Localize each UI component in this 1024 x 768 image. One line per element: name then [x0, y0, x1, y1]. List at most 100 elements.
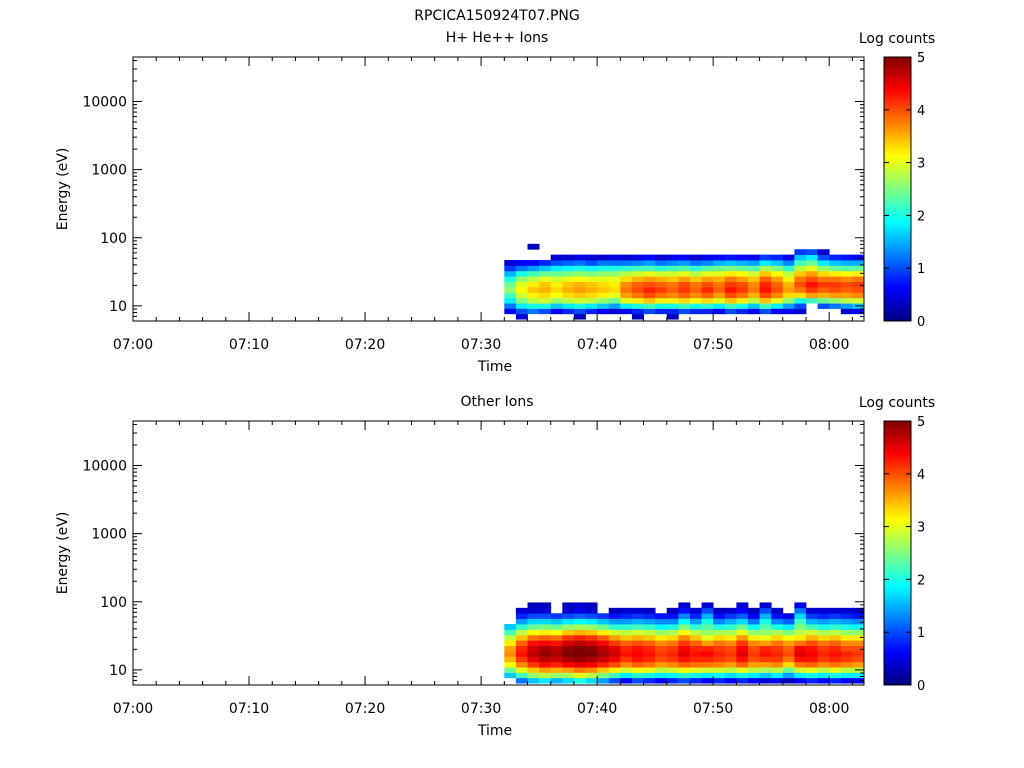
heatmap-cell: [666, 313, 679, 320]
heatmap-cell: [643, 618, 656, 625]
heatmap-cell: [747, 656, 760, 663]
heatmap-cell: [852, 281, 865, 288]
heatmap-cell: [620, 292, 633, 299]
heatmap-cell: [562, 297, 575, 304]
colorbar-tick-label: 5: [917, 51, 925, 66]
heatmap-cell: [747, 613, 760, 620]
heatmap-cell: [782, 677, 795, 684]
heatmap-cell: [689, 677, 702, 684]
heatmap-cell: [504, 276, 517, 283]
heatmap-cell: [782, 629, 795, 636]
heatmap-cell: [701, 634, 714, 641]
heatmap-cell: [573, 613, 586, 620]
heatmap-cell: [771, 303, 784, 309]
heatmap-cell: [689, 297, 702, 304]
heatmap-cell: [562, 270, 575, 277]
heatmap-cells: [504, 243, 865, 320]
heatmap-cell: [724, 651, 737, 657]
heatmap-cell: [515, 677, 528, 684]
heatmap-cell: [817, 613, 830, 620]
heatmap-cell: [678, 607, 691, 614]
heatmap-cell: [794, 276, 807, 283]
heatmap-cell: [573, 656, 586, 663]
heatmap-cell: [817, 265, 830, 272]
heatmap-cell: [840, 276, 853, 283]
heatmap-cell: [805, 640, 818, 647]
heatmap-cell: [736, 672, 749, 679]
heatmap-cell: [724, 656, 737, 663]
heatmap-cell: [608, 629, 621, 636]
heatmap-cell: [573, 672, 586, 679]
heatmap-cell: [736, 618, 749, 625]
heatmap-cell: [771, 656, 784, 663]
heatmap-cell: [840, 677, 853, 684]
heatmap-cell: [759, 260, 772, 266]
heatmap-cell: [585, 292, 598, 299]
heatmap-cell: [724, 276, 737, 283]
heatmap-cell: [666, 270, 679, 277]
heatmap-cell: [713, 667, 726, 673]
heatmap-cell: [771, 254, 784, 261]
heatmap-cell: [550, 276, 563, 283]
heatmap-cell: [550, 254, 563, 261]
heatmap-cell: [562, 624, 575, 630]
heatmap-cell: [794, 260, 807, 266]
heatmap-cell: [713, 672, 726, 679]
heatmap-cell: [794, 651, 807, 657]
heatmap-cell: [736, 645, 749, 652]
heatmap-cell: [539, 270, 552, 277]
heatmap-cell: [840, 618, 853, 625]
heatmap-cell: [655, 634, 668, 641]
heatmap-cell: [805, 661, 818, 668]
heatmap-cell: [701, 672, 714, 679]
heatmap-cell: [608, 260, 621, 266]
heatmap-cell: [817, 629, 830, 636]
heatmap-cell: [771, 618, 784, 625]
heatmap-cell: [794, 308, 807, 315]
heatmap-cell: [539, 634, 552, 641]
heatmap-cell: [631, 624, 644, 630]
heatmap-cell: [666, 624, 679, 630]
heatmap-cell: [701, 602, 714, 609]
heatmap-cell: [573, 618, 586, 625]
heatmap-cell: [504, 645, 517, 652]
heatmap-cell: [724, 645, 737, 652]
heatmap-cell: [585, 651, 598, 657]
heatmap-cell: [585, 607, 598, 614]
heatmap-cell: [805, 629, 818, 636]
heatmap-cell: [631, 618, 644, 625]
heatmap-cell: [771, 667, 784, 673]
heatmap-cell: [724, 677, 737, 684]
heatmap-cell: [689, 265, 702, 272]
heatmap-cell: [573, 607, 586, 614]
heatmap-cell: [504, 629, 517, 636]
heatmap-cell: [515, 281, 528, 288]
heatmap-cell: [585, 613, 598, 620]
heatmap-cell: [666, 661, 679, 668]
heatmap-cell: [608, 672, 621, 679]
heatmap-cell: [736, 661, 749, 668]
heatmap-cell: [817, 618, 830, 625]
heatmap-cell: [805, 607, 818, 614]
heatmap-cell: [829, 270, 842, 277]
y-tick-label: 1000: [91, 527, 127, 543]
heatmap-cell: [782, 651, 795, 657]
heatmap-cell: [724, 634, 737, 641]
heatmap-cell: [631, 640, 644, 647]
heatmap-cell: [689, 281, 702, 288]
heatmap-cell: [840, 265, 853, 272]
heatmap-cell: [829, 672, 842, 679]
heatmap-cell: [829, 618, 842, 625]
heatmap-cell: [805, 672, 818, 679]
heatmap-cell: [527, 656, 540, 663]
heatmap-cell: [504, 672, 517, 679]
heatmap-cell: [736, 651, 749, 657]
heatmap-cell: [597, 661, 610, 668]
heatmap-cell: [515, 613, 528, 620]
heatmap-cell: [585, 254, 598, 261]
heatmap-cell: [504, 624, 517, 630]
heatmap-cell: [585, 281, 598, 288]
heatmap-cell: [736, 281, 749, 288]
heatmap-cell: [817, 249, 830, 256]
heatmap-cell: [701, 629, 714, 636]
